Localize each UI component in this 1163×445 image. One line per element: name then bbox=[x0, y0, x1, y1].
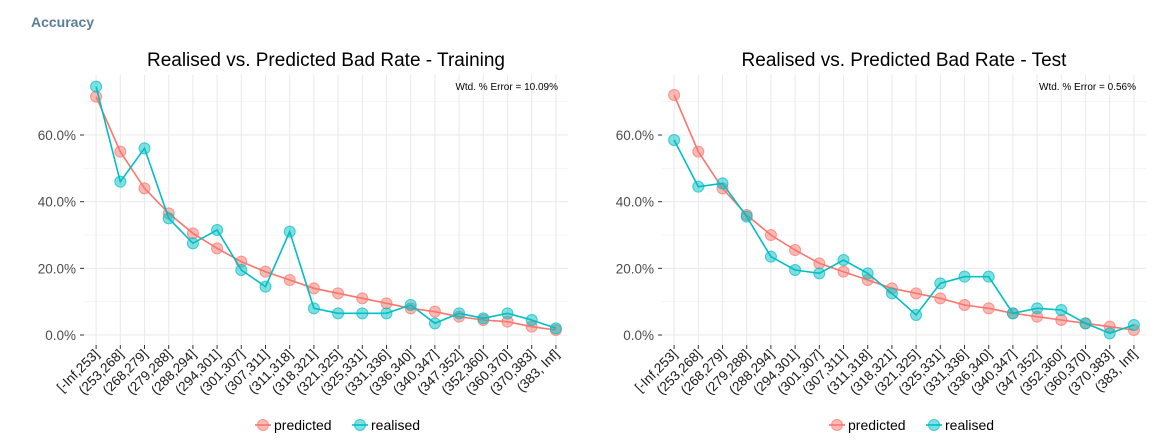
point-predicted bbox=[789, 244, 802, 256]
legend-item-realised: realised bbox=[352, 417, 420, 433]
section-title: Accuracy bbox=[31, 14, 95, 30]
series-predicted bbox=[668, 89, 1140, 336]
point-predicted bbox=[356, 292, 369, 305]
point-realised bbox=[982, 270, 995, 283]
point-realised bbox=[186, 237, 199, 250]
legend: predicted realised bbox=[829, 417, 994, 433]
legend-label: predicted bbox=[848, 417, 906, 433]
point-realised bbox=[453, 307, 466, 320]
series-realised bbox=[668, 134, 1140, 340]
point-realised bbox=[668, 134, 681, 146]
point-predicted bbox=[307, 282, 320, 295]
point-realised bbox=[837, 254, 850, 266]
point-realised bbox=[910, 309, 923, 321]
legend-key-point bbox=[928, 419, 940, 431]
y-tick-label: 0.0% bbox=[45, 328, 76, 343]
point-predicted bbox=[958, 299, 971, 311]
y-tick-label: 60.0% bbox=[38, 128, 76, 143]
point-realised bbox=[1055, 304, 1068, 316]
chart-title: Realised vs. Predicted Bad Rate - Traini… bbox=[147, 50, 505, 71]
point-realised bbox=[90, 80, 103, 93]
point-predicted bbox=[114, 145, 127, 158]
point-realised bbox=[1079, 317, 1092, 330]
point-predicted bbox=[668, 89, 681, 101]
point-realised bbox=[716, 177, 729, 190]
point-realised bbox=[525, 314, 538, 326]
chart-title: Realised vs. Predicted Bad Rate - Test bbox=[742, 50, 1068, 71]
legend-key-point bbox=[831, 419, 843, 431]
point-predicted bbox=[283, 274, 296, 286]
legend-key-point bbox=[354, 419, 366, 431]
point-predicted bbox=[692, 145, 705, 158]
error-annotation: Wtd. % Error = 10.09% bbox=[455, 82, 558, 93]
point-realised bbox=[1006, 307, 1019, 320]
series-predicted bbox=[90, 90, 562, 336]
point-realised bbox=[477, 312, 490, 325]
grid bbox=[84, 75, 568, 345]
point-realised bbox=[934, 277, 947, 290]
legend-item-realised: realised bbox=[926, 417, 994, 433]
point-realised bbox=[861, 267, 874, 280]
chart-training: Realised vs. Predicted Bad Rate - Traini… bbox=[38, 50, 568, 433]
point-realised bbox=[692, 180, 705, 193]
point-realised bbox=[549, 322, 562, 335]
point-predicted bbox=[934, 292, 947, 305]
point-realised bbox=[1127, 319, 1140, 331]
legend-item-predicted: predicted bbox=[829, 417, 906, 433]
point-predicted bbox=[380, 297, 393, 310]
point-realised bbox=[813, 267, 826, 280]
legend-item-predicted: predicted bbox=[255, 417, 332, 433]
point-predicted bbox=[332, 287, 345, 300]
point-predicted bbox=[211, 242, 224, 255]
point-realised bbox=[380, 307, 393, 320]
point-realised bbox=[789, 264, 802, 276]
point-realised bbox=[356, 307, 369, 320]
point-realised bbox=[885, 287, 898, 300]
point-predicted bbox=[1055, 314, 1068, 326]
chart-test: Realised vs. Predicted Bad Rate - Test 0.… bbox=[616, 50, 1146, 433]
point-realised bbox=[307, 302, 320, 315]
point-predicted bbox=[186, 227, 199, 240]
y-tick-label: 0.0% bbox=[623, 328, 654, 343]
point-realised bbox=[211, 224, 224, 236]
series-realised bbox=[90, 80, 562, 335]
point-realised bbox=[428, 317, 441, 330]
point-realised bbox=[1031, 302, 1044, 315]
point-realised bbox=[259, 280, 272, 293]
y-tick-label: 20.0% bbox=[616, 261, 654, 276]
error-annotation: Wtd. % Error = 0.56% bbox=[1039, 82, 1136, 93]
legend-label: predicted bbox=[274, 417, 332, 433]
point-realised bbox=[958, 270, 971, 283]
point-realised bbox=[764, 250, 777, 263]
point-realised bbox=[501, 307, 514, 320]
point-realised bbox=[740, 210, 753, 223]
legend-label: realised bbox=[371, 417, 420, 433]
point-predicted bbox=[259, 265, 272, 278]
point-realised bbox=[162, 212, 175, 225]
point-predicted bbox=[138, 182, 151, 195]
grid bbox=[662, 75, 1146, 345]
y-tick-label: 20.0% bbox=[38, 261, 76, 276]
series-line-realised bbox=[673, 139, 1135, 335]
point-predicted bbox=[837, 265, 850, 278]
legend: predicted realised bbox=[255, 417, 420, 433]
legend-key-point bbox=[257, 419, 269, 431]
point-predicted bbox=[910, 287, 923, 300]
point-realised bbox=[138, 142, 151, 155]
point-realised bbox=[1103, 327, 1116, 340]
point-realised bbox=[114, 175, 127, 188]
y-tick-label: 60.0% bbox=[616, 128, 654, 143]
point-predicted bbox=[982, 302, 995, 315]
point-predicted bbox=[764, 229, 777, 241]
y-tick-label: 40.0% bbox=[616, 195, 654, 210]
y-tick-label: 40.0% bbox=[38, 195, 76, 210]
point-realised bbox=[404, 299, 417, 311]
point-realised bbox=[332, 307, 345, 320]
point-realised bbox=[235, 264, 248, 276]
legend-label: realised bbox=[945, 417, 994, 433]
point-predicted bbox=[813, 257, 826, 270]
series-line-realised bbox=[95, 86, 557, 330]
point-realised bbox=[283, 225, 296, 238]
point-predicted bbox=[428, 305, 441, 318]
